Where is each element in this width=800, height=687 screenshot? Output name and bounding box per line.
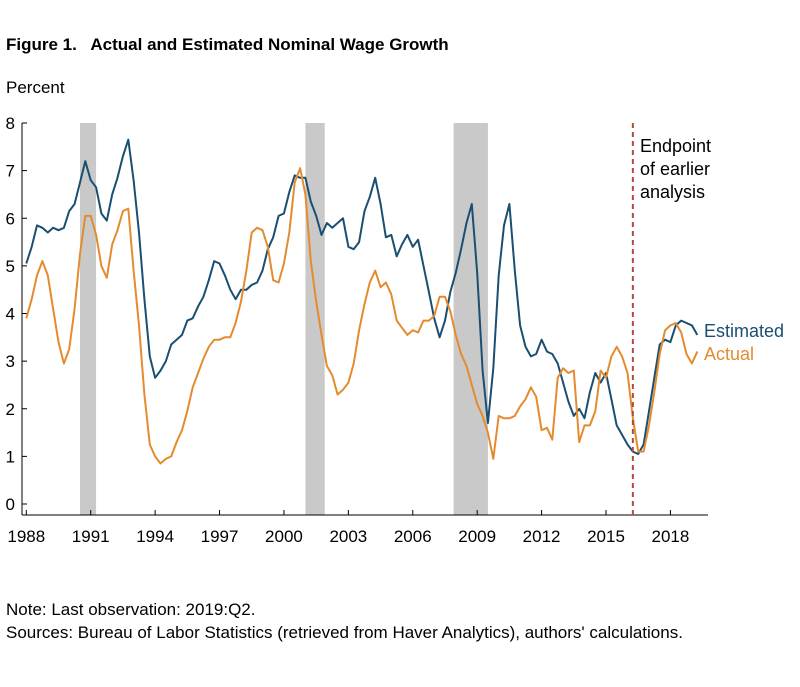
x-tick-label: 2000 [265, 527, 303, 546]
y-tick-label: 4 [6, 305, 15, 324]
y-tick-label: 0 [6, 495, 15, 514]
x-tick-label: 2006 [394, 527, 432, 546]
wage-growth-line-chart: 0 1 2 3 4 5 6 7 8 1988 1991 1994 1997 2000 2003 2006 200… [6, 114, 785, 546]
x-tick-label: 1991 [72, 527, 110, 546]
y-axis-unit-label: Percent [6, 78, 65, 97]
x-tick-label: 2015 [587, 527, 625, 546]
recession-band-1 [305, 123, 325, 515]
figure-notes: Note: Last observation: 2019:Q2. Sources… [6, 598, 786, 644]
x-tick-label: 1997 [201, 527, 239, 546]
figure-title: Figure 1. Actual and Estimated Nominal W… [6, 35, 449, 54]
x-tick-label: 1988 [7, 527, 45, 546]
y-tick-label: 1 [6, 447, 15, 466]
y-tick-label: 5 [6, 257, 15, 276]
x-tick-label: 2003 [329, 527, 367, 546]
endpoint-annotation-text: of earlier [640, 159, 710, 179]
series-label-actual: Actual [704, 344, 754, 364]
y-tick-label: 3 [6, 352, 15, 371]
recession-band-0 [79, 123, 97, 515]
y-tick-label: 8 [6, 114, 15, 133]
x-tick-label: 2018 [652, 527, 690, 546]
x-tick-label: 1994 [136, 527, 174, 546]
y-tick-label: 2 [6, 400, 15, 419]
sources-text: Sources: Bureau of Labor Statistics (ret… [6, 623, 683, 642]
note-text: Note: Last observation: 2019:Q2. [6, 600, 256, 619]
series-line-estimated [25, 138, 699, 455]
endpoint-annotation-text: Endpoint [640, 136, 711, 156]
series-line-actual [25, 167, 699, 465]
recession-band-2 [453, 123, 488, 515]
y-tick-label: 7 [6, 162, 15, 181]
endpoint-annotation-text: analysis [640, 182, 705, 202]
x-tick-label: 2009 [458, 527, 496, 546]
x-tick-label: 2012 [523, 527, 561, 546]
series-label-estimated: Estimated [704, 321, 784, 341]
y-tick-label: 6 [6, 209, 15, 228]
